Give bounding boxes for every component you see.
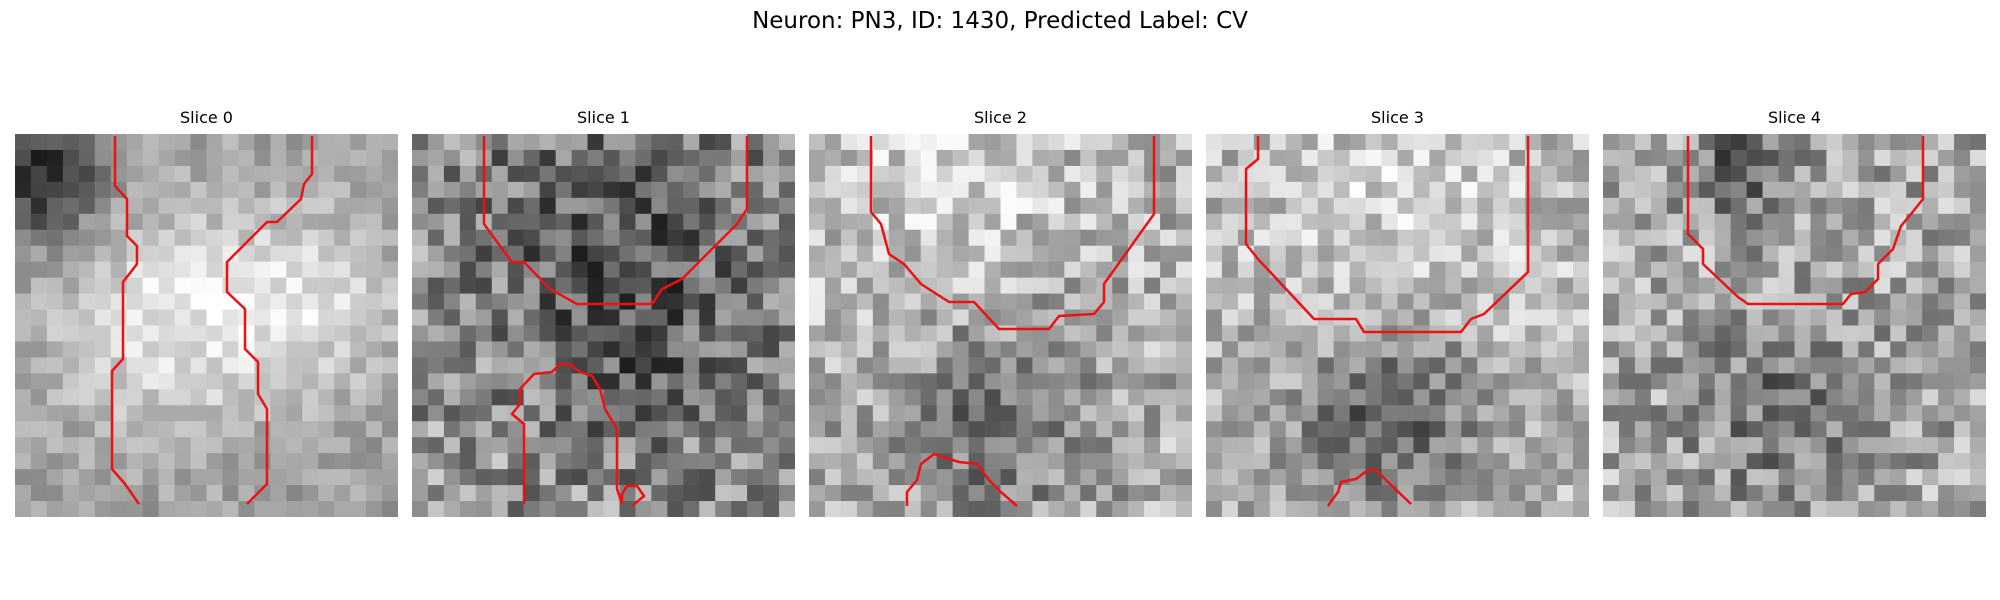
slice-image [1603, 134, 1986, 517]
panel-title: Slice 2 [809, 108, 1192, 127]
panel-slice-3: Slice 3 [1206, 108, 1589, 518]
slice-image [809, 134, 1192, 517]
panel-title: Slice 3 [1206, 108, 1589, 127]
panel-slice-1: Slice 1 [412, 108, 795, 518]
pixel-grid [1603, 134, 1986, 517]
panel-slice-4: Slice 4 [1603, 108, 1986, 518]
panel-title: Slice 1 [412, 108, 795, 127]
slice-image [1206, 134, 1589, 517]
panel-title: Slice 4 [1603, 108, 1986, 127]
panel-slice-2: Slice 2 [809, 108, 1192, 518]
pixel-grid [809, 134, 1192, 517]
panel-slice-0: Slice 0 [15, 108, 398, 518]
pixel-grid [15, 134, 398, 517]
panel-title: Slice 0 [15, 108, 398, 127]
slice-image [15, 134, 398, 517]
pixel-grid [412, 134, 795, 517]
figure-title: Neuron: PN3, ID: 1430, Predicted Label: … [0, 8, 2000, 34]
slice-image [412, 134, 795, 517]
pixel-grid [1206, 134, 1589, 517]
